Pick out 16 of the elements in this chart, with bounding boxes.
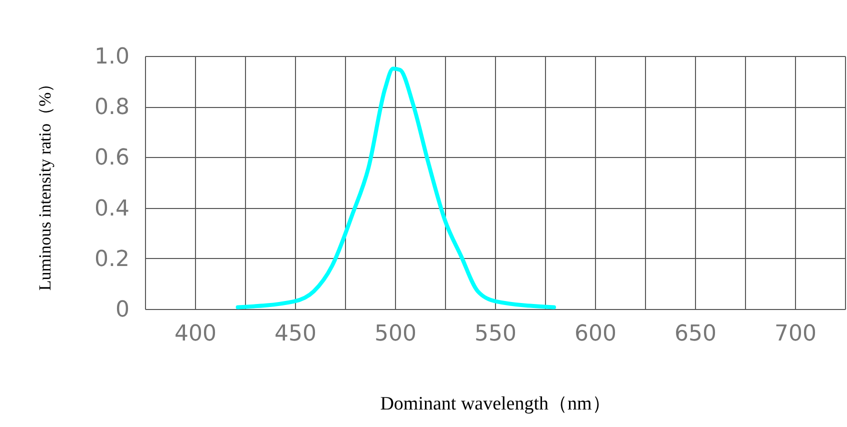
y-tick-label: 0.6 <box>94 146 130 171</box>
line-series <box>236 66 556 310</box>
x-tick-label: 400 <box>174 322 216 346</box>
y-tick-label: 0 <box>116 298 130 322</box>
y-tick-label: 0.4 <box>94 196 130 222</box>
x-axis-title: Dominant wavelength（nm） <box>380 394 611 414</box>
x-tick-label: 600 <box>574 322 616 346</box>
y-tick-label: 0.2 <box>94 246 130 272</box>
x-tick-label: 550 <box>474 322 516 346</box>
x-tick-label: 650 <box>674 322 716 346</box>
y-axis-title: Luminous intensity ratio（%） <box>36 75 55 291</box>
x-tick-label: 500 <box>374 322 416 346</box>
y-tick-label: 0.8 <box>94 95 130 120</box>
x-tick-label: 450 <box>274 322 316 346</box>
x-tick-label: 700 <box>774 322 816 346</box>
y-tick-label: 1.0 <box>94 44 130 70</box>
